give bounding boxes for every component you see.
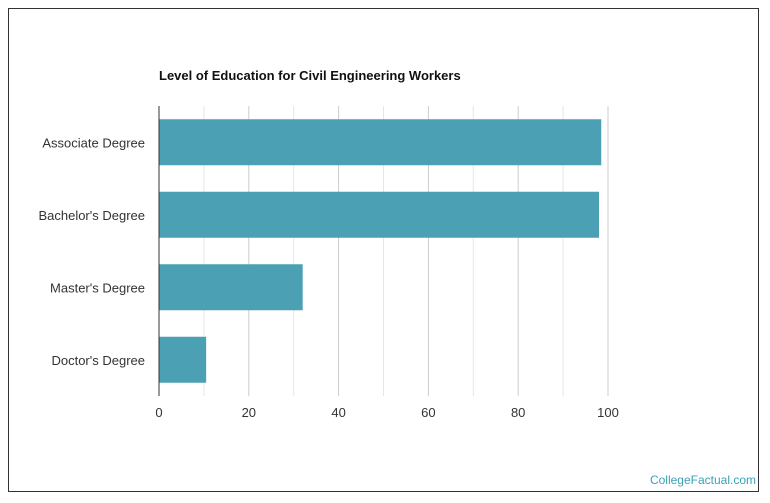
x-tick-label: 20 (242, 405, 256, 420)
chart-title: Level of Education for Civil Engineering… (159, 68, 461, 83)
category-label: Associate Degree (42, 135, 145, 150)
x-tick-label: 40 (331, 405, 345, 420)
x-tick-label: 0 (155, 405, 162, 420)
bars (159, 119, 602, 383)
bar (159, 264, 303, 311)
watermark-link[interactable]: CollegeFactual.com (649, 473, 756, 487)
category-label: Master's Degree (50, 280, 145, 295)
category-label: Doctor's Degree (51, 353, 145, 368)
x-tick-labels: 0 20 40 60 80 100 (155, 405, 618, 420)
bar (159, 336, 207, 383)
bar (159, 191, 600, 238)
category-labels: Associate Degree Bachelor's Degree Master'… (38, 135, 145, 368)
x-tick-label: 80 (511, 405, 525, 420)
x-tick-label: 100 (597, 405, 619, 420)
x-tick-label: 60 (421, 405, 435, 420)
bar (159, 119, 602, 166)
category-label: Bachelor's Degree (38, 208, 145, 223)
